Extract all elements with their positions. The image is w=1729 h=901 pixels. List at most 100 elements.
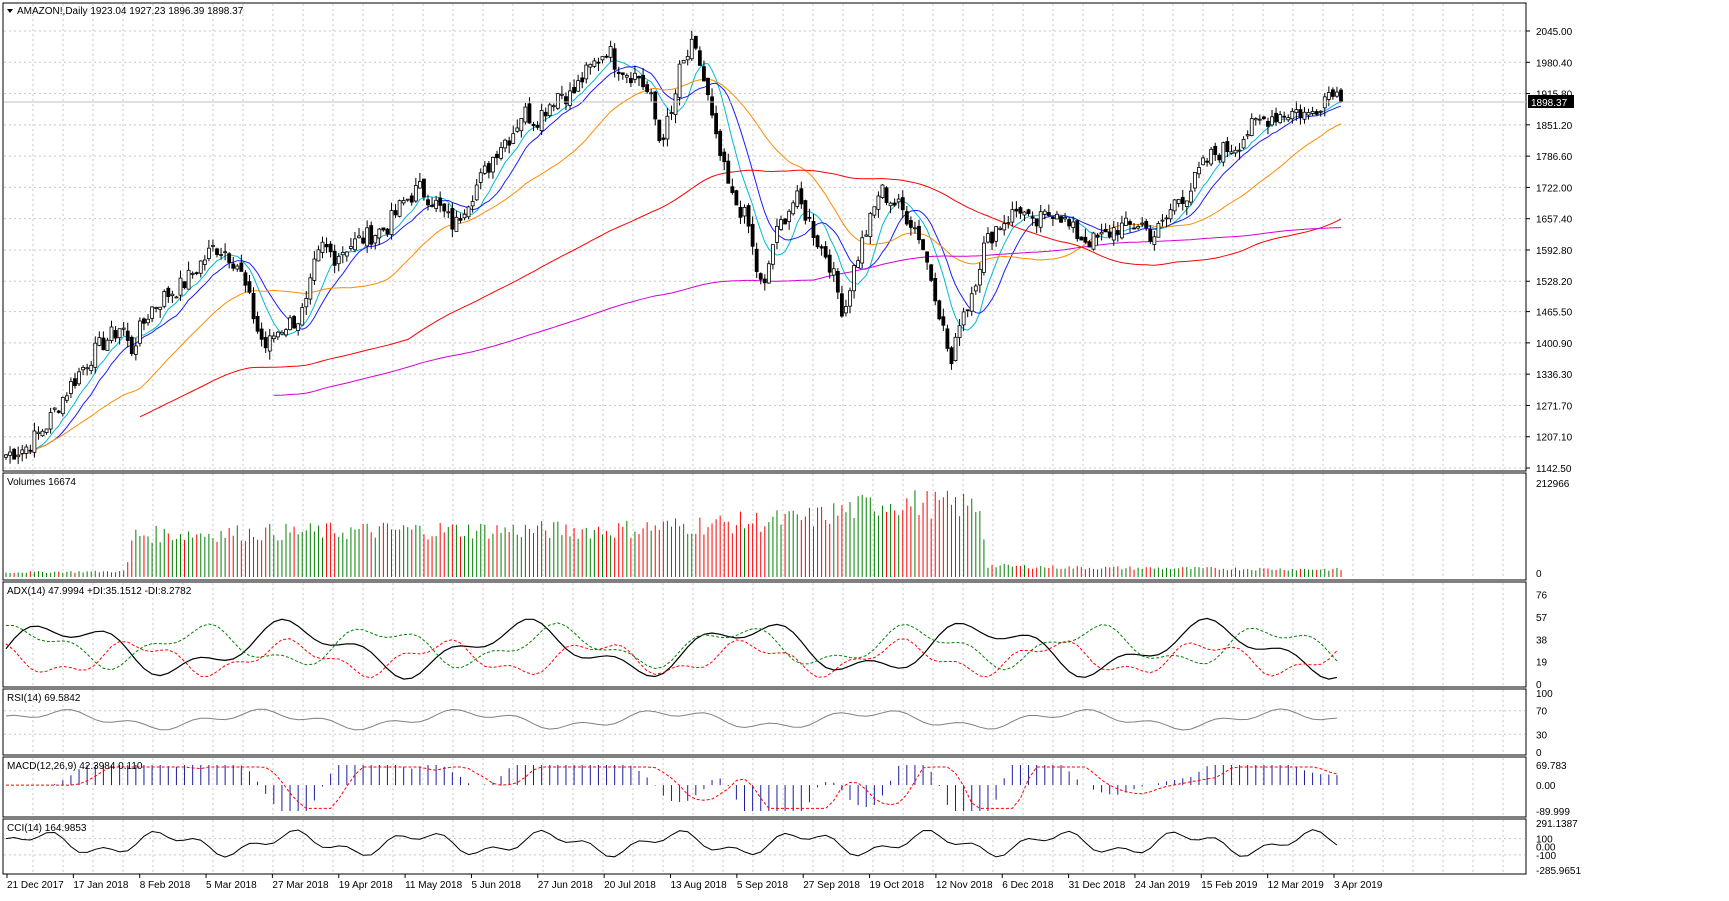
candle-down [1274,112,1278,123]
cci-y-tick-label: 291.1387 [1536,819,1578,830]
candle-up [275,331,280,338]
candle-up [470,201,475,207]
candle-up [223,251,228,254]
candle-up [1318,110,1323,113]
rsi-y-tick-label: 100 [1536,689,1553,700]
adx-panel-title: ADX(14) 47.9994 +DI:35.1512 -DI:8.2782 [7,586,192,597]
candle-down [799,188,804,205]
x-tick-label: 12 Mar 2019 [1268,880,1325,891]
candle-down [758,273,763,280]
candle-up [888,202,893,207]
candle-up [913,227,917,230]
candle-up [977,269,982,286]
candle-down [12,448,17,460]
candle-down [706,77,710,96]
candle-up [85,367,90,370]
candle-down [596,61,601,64]
candle-up [48,412,53,430]
panel-frame-3 [2,688,1527,756]
rsi-y-tick-label: 0 [1536,748,1542,759]
candle-up [856,260,861,268]
candle-up [93,342,98,368]
candle-up [81,366,85,371]
candle-down [762,278,767,284]
candle-up [462,213,467,219]
candle-up [454,216,459,232]
candle-down [702,66,706,82]
candle-up [787,210,792,223]
candle-up [649,92,654,95]
candle-up [551,105,556,108]
candle-up [178,277,183,296]
candle-down [450,208,455,230]
candle-up [413,185,418,202]
candle-down [697,50,702,66]
cci-y-tick-label: -285.9651 [1536,866,1581,877]
candle-up [1245,134,1250,137]
candle-up [401,200,406,204]
cci-panel-title: CCI(14) 164.9853 [7,823,87,834]
candle-down [1262,116,1266,119]
candle-down [1014,208,1019,212]
candle-down [1128,221,1132,225]
candle-up [1091,232,1096,250]
candle-up [1221,142,1226,163]
candle-up [1302,111,1307,120]
candle-down [892,202,897,206]
candle-up [576,80,581,92]
candle-up [775,225,779,243]
candle-up [89,364,94,372]
candle-up [1010,209,1015,223]
candle-down [113,330,118,339]
candle-up [150,306,154,319]
candle-down [527,103,532,124]
candle-down [815,235,820,248]
candle-down [1115,230,1120,235]
candle-up [336,255,341,265]
y-tick-label: 1851.20 [1536,121,1573,132]
candle-down [1079,236,1084,241]
candle-down [1083,236,1088,243]
candle-up [1042,210,1047,215]
candle-up [349,246,353,249]
cci-y-tick-label: -100 [1536,851,1556,862]
candle-down [1018,207,1023,214]
candle-up [1152,236,1157,245]
y-tick-label: 1465.50 [1536,308,1573,319]
adx-y-tick-label: 57 [1536,613,1548,624]
y-tick-label: 1980.40 [1536,58,1573,69]
candle-up [1188,190,1193,203]
candle-down [1225,141,1230,152]
candle-up [138,320,142,344]
candle-up [373,235,378,244]
candle-down [259,328,264,340]
candle-down [693,35,698,49]
y-tick-label: 1528.20 [1536,277,1573,288]
candle-up [896,198,901,203]
candle-down [908,220,913,228]
candle-up [568,90,572,106]
candle-down [645,84,650,93]
candle-up [44,428,49,433]
candle-up [1294,109,1299,114]
candle-down [628,77,633,84]
candle-down [101,337,106,351]
candle-down [1067,219,1072,227]
candle-down [1205,160,1209,163]
candle-up [584,64,589,80]
x-tick-label: 27 Mar 2018 [272,880,329,891]
y-tick-label: 2045.00 [1536,27,1573,38]
candle-down [730,186,735,193]
candle-up [304,297,309,308]
candle-down [933,277,938,302]
candle-up [64,395,69,401]
x-tick-label: 3 Apr 2019 [1334,880,1383,891]
candle-up [1249,118,1254,136]
candle-down [328,243,333,253]
ma-line-ma8 [5,59,1342,456]
y-tick-label: 1207.10 [1536,433,1573,444]
rsi-y-tick-label: 70 [1536,707,1548,718]
macd-y-tick-label: -89.999 [1536,807,1570,818]
candle-down [1034,218,1039,227]
candle-up [397,200,402,217]
